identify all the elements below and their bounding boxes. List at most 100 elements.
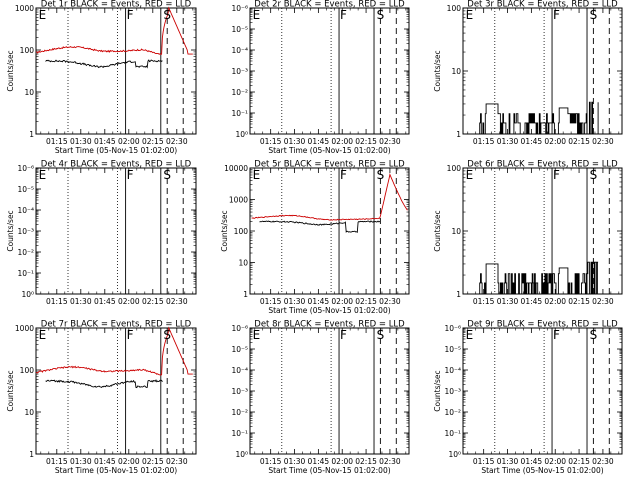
y-axis-label: Counts/sec xyxy=(6,210,15,251)
series-line-lld xyxy=(35,6,193,55)
x-tick-label: 01:30 xyxy=(70,137,92,146)
series-line-events xyxy=(45,379,163,389)
plot-frame xyxy=(35,167,197,295)
y-tick-label: 1 xyxy=(456,290,461,299)
x-tick-label: 01:45 xyxy=(521,457,543,466)
y-tick-label: 10⁻¹ xyxy=(231,109,248,118)
x-tick-label: 02:30 xyxy=(592,457,614,466)
plot-frame xyxy=(249,7,410,135)
series-line-events xyxy=(478,101,599,135)
x-tick-label: 01:30 xyxy=(284,457,306,466)
y-tick-label: 10⁰ xyxy=(235,450,248,459)
y-tick-label: 10⁻³ xyxy=(17,227,34,236)
x-tick-label: 02:15 xyxy=(568,457,590,466)
x-tick-label: 01:45 xyxy=(308,457,330,466)
x-tick-label: 02:00 xyxy=(118,297,140,306)
x-tick-label: 01:15 xyxy=(46,137,68,146)
x-tick-label: 01:45 xyxy=(308,137,330,146)
marker-s: S xyxy=(163,168,171,182)
x-tick-label: 01:45 xyxy=(521,297,543,306)
y-tick-label: 10⁻³ xyxy=(231,67,248,76)
y-tick-label: 10⁻² xyxy=(17,248,34,257)
plot-frame xyxy=(35,327,197,455)
x-tick-label: 01:15 xyxy=(260,297,282,306)
marker-f: F xyxy=(340,8,347,22)
marker-e: E xyxy=(466,168,474,182)
x-tick-label: 01:15 xyxy=(46,297,68,306)
chart-title: Det 2r BLACK = Events, RED = LLD xyxy=(254,0,405,10)
x-tick-label: 01:15 xyxy=(260,137,282,146)
y-tick-label: 10 xyxy=(24,88,34,97)
marker-f: F xyxy=(553,168,560,182)
x-tick-label: 01:30 xyxy=(497,137,519,146)
y-axis-label: Counts/sec xyxy=(6,370,15,411)
chart-panel-9: Det 9r BLACK = Events, RED = LLD 10⁻⁶ 10⁻⁵… xyxy=(433,320,623,475)
marker-f: F xyxy=(340,328,347,342)
x-tick-label: 01:45 xyxy=(94,137,116,146)
x-tick-label: 01:30 xyxy=(284,137,306,146)
y-tick-label: 10⁻⁵ xyxy=(231,25,248,34)
x-tick-label: 01:45 xyxy=(94,457,116,466)
marker-e: E xyxy=(39,328,47,342)
marker-e: E xyxy=(253,8,261,22)
y-tick-label: 10⁰ xyxy=(235,130,248,139)
x-axis-label: Start Time (05-Nov-15 01:02:00) xyxy=(268,466,390,475)
y-tick-label: 1 xyxy=(29,130,34,139)
marker-f: F xyxy=(340,168,347,182)
chart-title: Det 4r BLACK = Events, RED = LLD xyxy=(41,160,192,170)
x-tick-label: 02:00 xyxy=(118,457,140,466)
y-tick-label: 10⁻⁵ xyxy=(17,185,34,194)
series-line-lld xyxy=(35,326,193,376)
y-tick-label: 10 xyxy=(451,67,461,76)
x-tick-label: 02:15 xyxy=(355,297,377,306)
x-axis-label: Start Time (05-Nov-15 01:02:00) xyxy=(268,306,390,315)
plot-frame xyxy=(249,167,410,295)
marker-s: S xyxy=(590,168,598,182)
x-tick-label: 02:00 xyxy=(331,137,353,146)
y-tick-label: 1 xyxy=(456,130,461,139)
x-tick-label: 02:15 xyxy=(568,137,590,146)
y-tick-label: 1000 xyxy=(229,196,248,205)
chart-title: Det 5r BLACK = Events, RED = LLD xyxy=(254,160,405,170)
chart-panel-3: Det 3r BLACK = Events, RED = LLD 100 10 1 Co… xyxy=(433,0,623,146)
y-axis-label: Counts/sec xyxy=(220,210,229,251)
x-axis-label: Start Time (05-Nov-15 01:02:00) xyxy=(55,466,177,475)
series-line-events xyxy=(259,220,381,233)
y-tick-label: 10⁻³ xyxy=(444,387,461,396)
chart-panel-7: Det 7r BLACK = Events, RED = LLD10001001… xyxy=(6,320,197,475)
chart-panel-5: Det 5r BLACK = Events, RED = LLD10000100… xyxy=(220,160,410,315)
x-tick-label: 02:00 xyxy=(118,137,140,146)
marker-s: S xyxy=(377,328,385,342)
x-tick-label: 01:15 xyxy=(473,297,495,306)
chart-title: Det 6r BLACK = Events, RED = LLD xyxy=(467,160,618,170)
marker-s: S xyxy=(377,168,385,182)
y-tick-label: 10⁰ xyxy=(448,450,461,459)
y-tick-label: 10⁻¹ xyxy=(231,429,248,438)
y-tick-label: 10⁻⁴ xyxy=(231,46,248,55)
x-axis-label: Start Time (05-Nov-15 01:02:00) xyxy=(268,146,390,155)
chart-panel-2: Det 2r BLACK = Events, RED = LLD 10⁻⁶ 10⁻⁵… xyxy=(231,0,410,155)
x-tick-label: 02:00 xyxy=(331,297,353,306)
x-tick-label: 02:30 xyxy=(592,137,614,146)
chart-title: Det 7r BLACK = Events, RED = LLD xyxy=(41,320,192,330)
chart-panel-6: Det 6r BLACK = Events, RED = LLD 100 10 1 Co… xyxy=(433,160,623,306)
marker-e: E xyxy=(466,8,474,22)
x-tick-label: 02:15 xyxy=(142,137,164,146)
y-axis-label: Counts/sec xyxy=(433,210,442,251)
y-tick-label: 100 xyxy=(447,4,462,13)
chart-title: Det 1r BLACK = Events, RED = LLD xyxy=(41,0,192,10)
x-tick-label: 01:45 xyxy=(94,297,116,306)
x-tick-label: 02:30 xyxy=(592,297,614,306)
y-axis-label: Counts/sec xyxy=(6,50,15,91)
y-tick-label: 10⁻⁴ xyxy=(231,366,248,375)
marker-e: E xyxy=(39,8,47,22)
x-axis-label: Start Time (05-Nov-15 01:02:00) xyxy=(481,466,603,475)
y-tick-label: 100 xyxy=(234,227,249,236)
y-tick-label: 10⁻⁶ xyxy=(231,4,248,13)
marker-f: F xyxy=(553,328,560,342)
x-tick-label: 01:30 xyxy=(284,297,306,306)
y-tick-label: 10⁻⁶ xyxy=(444,324,461,333)
y-tick-label: 10⁻⁶ xyxy=(231,324,248,333)
marker-f: F xyxy=(127,168,134,182)
